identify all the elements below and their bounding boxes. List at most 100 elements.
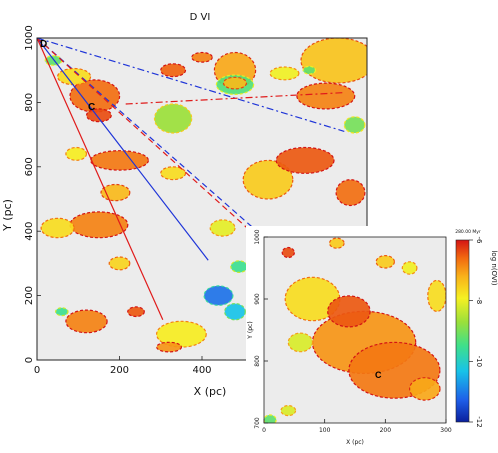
main-cloud-rim xyxy=(65,309,108,334)
inset-clouds-layer xyxy=(264,237,446,423)
inset-cloud-rim xyxy=(328,237,345,249)
inset-cloud xyxy=(288,333,313,352)
main-cloud-rim xyxy=(65,146,88,161)
sightline-dashdot xyxy=(37,38,345,132)
main-y-tick-label: 400 xyxy=(24,222,35,241)
inset-y-tick-label: 800 xyxy=(254,355,261,367)
colorbar xyxy=(455,239,470,423)
main-cloud xyxy=(296,83,355,109)
inset-cloud xyxy=(329,238,345,249)
main-cloud-rim xyxy=(100,183,131,202)
main-cloud xyxy=(127,306,145,317)
inset-cloud xyxy=(281,405,296,416)
main-cloud xyxy=(270,67,299,80)
inset-title: 280.00 Myr xyxy=(455,229,481,235)
main-x-tick-label: 0 xyxy=(34,365,40,376)
inset-x-tick-label: 300 xyxy=(440,427,452,434)
label-c-inset: C xyxy=(375,370,382,380)
main-cloud xyxy=(191,52,213,63)
main-cloud xyxy=(344,116,365,133)
main-cloud xyxy=(230,260,248,273)
inset-cloud-rim xyxy=(401,261,418,275)
main-cloud-rim xyxy=(335,179,366,207)
main-cloud-rim xyxy=(108,256,131,271)
main-cloud-rim xyxy=(85,108,112,123)
main-cloud xyxy=(55,307,68,316)
main-cloud xyxy=(303,66,316,75)
inset-cloud-rim xyxy=(408,377,441,401)
main-x-axis-label: X (pc) xyxy=(194,385,227,398)
main-clouds-layer xyxy=(40,38,367,353)
main-cloud-rim xyxy=(160,166,187,181)
main-cloud xyxy=(160,166,186,180)
colorbar-tick-label: -8 xyxy=(475,297,483,304)
inset-y-tick-label: 1000 xyxy=(254,229,261,244)
main-cloud-rim xyxy=(269,66,300,81)
main-cloud-rim xyxy=(296,82,356,110)
main-y-tick-label: 600 xyxy=(24,157,35,176)
colorbar-label: log n(OVI) xyxy=(490,250,498,285)
label-d: D xyxy=(40,39,47,50)
main-cloud-rim xyxy=(89,150,149,171)
main-cloud-rim xyxy=(215,74,255,95)
main-cloud-rim xyxy=(203,285,234,306)
main-cloud xyxy=(336,179,365,206)
main-y-tick-label: 0 xyxy=(24,357,35,363)
inset-cloud xyxy=(327,295,371,327)
main-cloud xyxy=(45,55,62,66)
inset-y-tick-label: 900 xyxy=(254,293,261,305)
main-cloud xyxy=(65,310,108,333)
main-y-tick-label: 1000 xyxy=(24,25,35,50)
main-y-axis-label: Y (pc) xyxy=(1,199,14,232)
main-cloud-rim xyxy=(242,159,294,200)
inset-cloud-rim xyxy=(264,414,277,423)
main-cloud xyxy=(65,147,87,161)
main-cloud-rim xyxy=(343,116,366,134)
main-title: D VI xyxy=(190,12,211,23)
main-cloud xyxy=(160,63,186,77)
main-cloud xyxy=(70,211,128,238)
main-x-tick-label: 400 xyxy=(192,365,211,376)
main-cloud xyxy=(86,108,112,122)
main-cloud xyxy=(90,150,149,171)
main-cloud-rim xyxy=(300,38,367,84)
inset-cloud-rim xyxy=(348,341,441,399)
main-cloud-rim xyxy=(224,303,246,321)
inset-x-ticks: 0 100 200 300 xyxy=(262,419,452,434)
main-cloud-rim xyxy=(153,103,193,134)
inset-cloud-rim xyxy=(287,332,314,353)
sightline-dashed xyxy=(37,38,269,242)
main-cloud xyxy=(301,38,367,83)
inset-panel: 0 100 200 300 700 800 900 1000 X (pc) Y (pc) 2… xyxy=(246,226,498,449)
inset-cloud-rim xyxy=(327,295,371,328)
main-y-tick-label: 800 xyxy=(24,93,35,112)
main-cloud-rim xyxy=(160,63,187,78)
main-cloud-rim xyxy=(191,51,213,63)
main-cloud xyxy=(156,342,182,352)
main-cloud xyxy=(154,104,192,133)
inset-y-ticks: 700 800 900 1000 xyxy=(254,229,268,429)
main-cloud-rim xyxy=(40,217,75,239)
inset-y-tick-label: 700 xyxy=(254,417,261,429)
colorbar-tick-label: -12 xyxy=(475,416,483,427)
main-cloud-rim xyxy=(209,219,236,237)
sightline-solid xyxy=(37,38,209,261)
main-cloud xyxy=(223,77,247,89)
inset-x-axis-label: X (pc) xyxy=(346,439,364,446)
main-sightlines-layer xyxy=(37,38,345,321)
inset-x-tick-label: 200 xyxy=(380,427,392,434)
inset-x-tick-label: 0 xyxy=(262,427,266,434)
colorbar-ticks: -6 -8 -10 -12 xyxy=(469,237,483,428)
main-cloud-rim xyxy=(302,65,317,75)
inset-y-axis-label: Y (pc) xyxy=(247,321,254,339)
main-cloud-rim xyxy=(54,307,69,317)
inset-cloud xyxy=(285,277,340,321)
main-cloud-rim xyxy=(156,341,183,353)
colorbar-tick-label: -10 xyxy=(475,356,483,367)
main-cloud xyxy=(41,218,75,238)
inset-cloud xyxy=(376,255,395,268)
inset-cloud-rim xyxy=(281,246,295,259)
inset-plot-frame xyxy=(263,236,447,424)
